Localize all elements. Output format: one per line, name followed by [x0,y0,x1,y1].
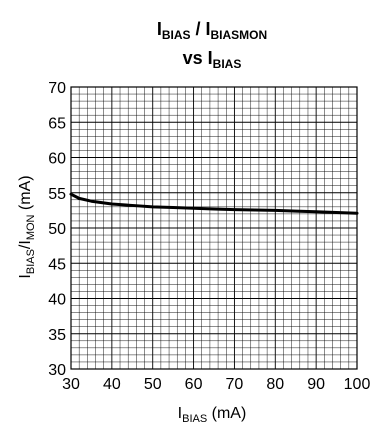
y-tick-label: 45 [48,256,66,273]
data-layer [69,192,359,215]
x-tick-label: 100 [344,376,371,393]
plot-frame [70,86,358,370]
x-tick-label: 70 [226,376,244,393]
y-tick-label: 50 [48,221,66,238]
chart-title-line2: vs IBIAS [183,48,242,71]
y-tick-label: 65 [48,115,66,132]
series-line [69,192,359,215]
x-tick-label: 50 [144,376,162,393]
y-tick-label: 35 [48,327,66,344]
y-tick-label: 55 [48,186,66,203]
y-tick-labels: 30 35 40 45 50 55 60 65 70 [48,80,66,379]
chart-title-line1: IBIAS / IBIASMON [157,19,267,42]
y-tick-label: 40 [48,292,66,309]
y-tick-label: 70 [48,80,66,97]
x-tick-label: 80 [266,376,284,393]
x-tick-label: 40 [103,376,121,393]
y-tick-label: 30 [48,362,66,379]
y-tick-label: 60 [48,151,66,168]
x-tick-labels: 30 40 50 60 70 80 90 100 [62,376,370,393]
chart-title: IBIAS / IBIASMON vs IBIAS [157,19,267,71]
x-tick-label: 90 [307,376,325,393]
y-axis-label: IBIAS/IMON (mA) [17,175,37,278]
x-tick-label: 30 [62,376,80,393]
x-tick-label: 60 [185,376,203,393]
x-axis-label: IBIAS (mA) [178,405,247,425]
